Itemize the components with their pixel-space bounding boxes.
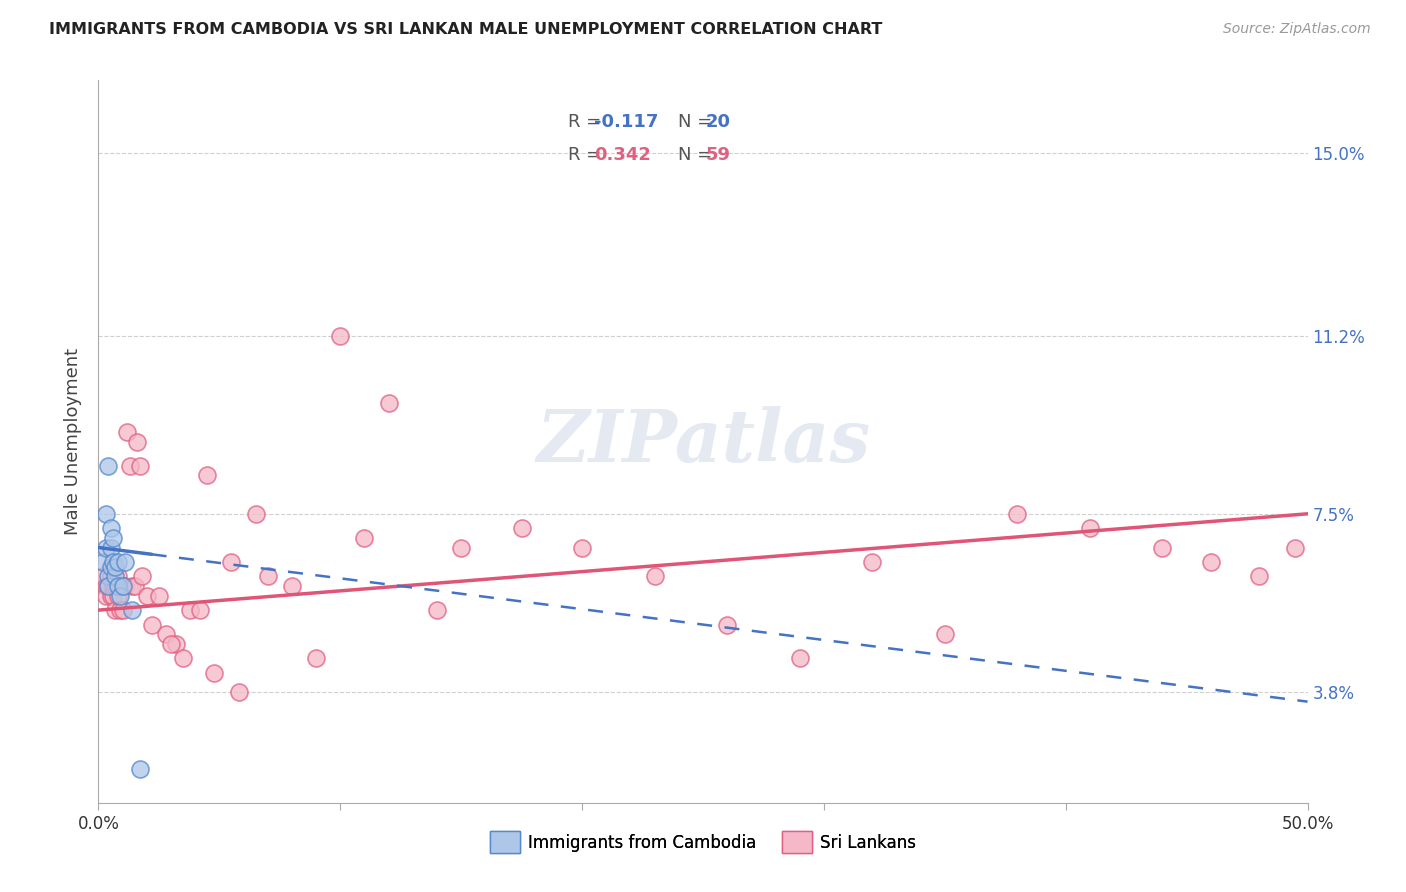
Point [91, 555, 114, 569]
Point [256, 569, 278, 583]
Point [100, 541, 122, 555]
Point [510, 521, 533, 535]
Point [571, 541, 593, 555]
Point [108, 579, 131, 593]
Point [188, 603, 211, 617]
Point [101, 555, 124, 569]
Text: N =: N = [655, 145, 717, 164]
Point [111, 579, 134, 593]
Legend: Immigrants from Cambodia, Sri Lankans: Immigrants from Cambodia, Sri Lankans [484, 825, 922, 860]
Point [195, 468, 218, 483]
Point [353, 531, 375, 545]
Point [107, 569, 129, 583]
Text: IMMIGRANTS FROM CAMBODIA VS SRI LANKAN MALE UNEMPLOYMENT CORRELATION CHART: IMMIGRANTS FROM CAMBODIA VS SRI LANKAN M… [49, 22, 883, 37]
Point [121, 603, 143, 617]
Point [155, 627, 177, 641]
Point [94, 589, 117, 603]
Point [104, 559, 127, 574]
Point [97, 458, 120, 473]
Point [644, 569, 666, 583]
Point [789, 651, 811, 665]
Text: R =: R = [568, 113, 606, 131]
Point [934, 627, 956, 641]
Point [100, 521, 122, 535]
Point [100, 569, 122, 583]
Point [860, 555, 883, 569]
Point [100, 589, 122, 603]
Point [716, 617, 738, 632]
Point [1152, 541, 1174, 555]
Point [104, 579, 127, 593]
Point [141, 617, 163, 632]
Text: 20: 20 [706, 113, 731, 131]
Point [128, 762, 150, 776]
Text: R =: R = [568, 145, 606, 164]
Point [111, 603, 134, 617]
Point [101, 579, 124, 593]
Point [97, 579, 120, 593]
Point [426, 603, 449, 617]
Point [107, 589, 129, 603]
Point [94, 541, 117, 555]
Point [111, 579, 134, 593]
Point [91, 569, 114, 583]
Point [1249, 569, 1271, 583]
Point [101, 589, 124, 603]
Point [228, 685, 250, 699]
Point [121, 579, 143, 593]
Point [94, 507, 117, 521]
Point [101, 531, 124, 545]
Text: 59: 59 [706, 145, 731, 164]
Point [1199, 555, 1222, 569]
Point [104, 603, 127, 617]
Point [107, 555, 129, 569]
Point [281, 579, 304, 593]
Point [97, 579, 120, 593]
Point [172, 651, 194, 665]
Point [329, 328, 352, 343]
Point [108, 603, 131, 617]
Point [1007, 507, 1029, 521]
Point [124, 579, 146, 593]
Y-axis label: Male Unemployment: Male Unemployment [65, 348, 83, 535]
Point [97, 569, 120, 583]
Point [94, 579, 117, 593]
Text: 0.342: 0.342 [595, 145, 651, 164]
Point [128, 458, 150, 473]
Point [204, 665, 226, 680]
Text: Source: ZipAtlas.com: Source: ZipAtlas.com [1223, 22, 1371, 37]
Point [148, 589, 170, 603]
Point [179, 603, 201, 617]
Point [117, 425, 139, 439]
Point [221, 555, 243, 569]
Point [114, 555, 136, 569]
Point [131, 569, 153, 583]
Point [100, 559, 122, 574]
Point [1078, 521, 1101, 535]
Point [104, 569, 127, 583]
Point [107, 579, 129, 593]
Point [1284, 541, 1306, 555]
Point [305, 651, 328, 665]
Point [127, 434, 149, 449]
Point [245, 507, 267, 521]
Text: -0.117: -0.117 [595, 113, 658, 131]
Point [135, 589, 157, 603]
Text: ZIPatlas: ZIPatlas [536, 406, 870, 477]
Point [165, 637, 187, 651]
Point [108, 589, 131, 603]
Point [450, 541, 472, 555]
Point [118, 458, 141, 473]
Point [377, 396, 399, 410]
Point [114, 579, 136, 593]
Text: N =: N = [655, 113, 717, 131]
Point [160, 637, 183, 651]
